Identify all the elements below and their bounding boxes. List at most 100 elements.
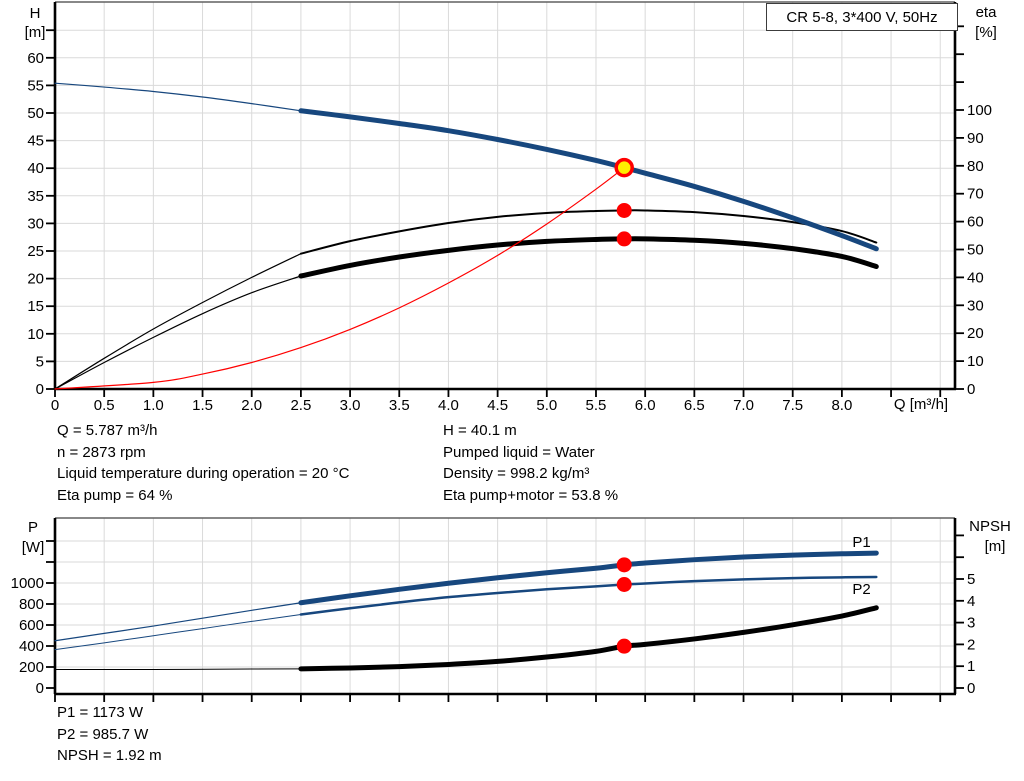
info-head: H = 40.1 m <box>443 422 517 439</box>
npsh-axis-unit: [m] <box>985 538 1006 555</box>
left-axis-tick-label: 40 <box>27 160 44 177</box>
eta-pump-point-marker <box>616 202 632 218</box>
eta-axis-unit: [%] <box>975 24 997 41</box>
curve-system-curve <box>54 167 625 390</box>
left-axis-tick-label: 800 <box>19 596 44 613</box>
right-axis-tick-label: 90 <box>967 130 984 147</box>
right-axis-tick-label: 10 <box>967 353 984 370</box>
duty-point-info: Q = 5.787 m³/h n = 2873 rpm Liquid tempe… <box>57 420 349 506</box>
power-axis-title: P <box>28 519 38 536</box>
left-axis-tick-label: 400 <box>19 638 44 655</box>
duty-point-marker[interactable] <box>614 157 634 178</box>
curve-npsh-curve <box>298 605 879 672</box>
pump-title-text: CR 5-8, 3*400 V, 50Hz <box>786 8 938 26</box>
curve-npsh-low-flow <box>54 668 302 671</box>
curve-label-p2: P2 <box>852 581 870 598</box>
info-density: Density = 998.2 kg/m³ <box>443 465 590 482</box>
x-axis-tick-label: 6.0 <box>635 397 656 414</box>
x-axis-tick-label: 0.5 <box>94 397 115 414</box>
x-axis-tick-label: 7.5 <box>782 397 803 414</box>
info-p1: P1 = 1173 W <box>57 704 144 721</box>
hq-eta-chart: 0 5 10 15 20 25 30 35 40 45 50 55 60 0 10 20 30 40 50 60 70 8… <box>27 1 992 414</box>
curve-p2-low-flow <box>54 614 302 651</box>
curve-eta-pump-low-flow <box>54 253 302 390</box>
right-axis-tick-label: 60 <box>967 214 984 231</box>
left-axis-tick-label: 15 <box>27 298 44 315</box>
right-axis-tick-label: 1 <box>967 658 975 675</box>
info-speed: n = 2873 rpm <box>57 443 146 461</box>
p1-point-marker <box>616 557 632 573</box>
liquid-info: H = 40.1 m Pumped liquid = Water Density… <box>443 420 618 506</box>
right-axis-tick-label: 20 <box>967 325 984 342</box>
left-axis-tick-label: 50 <box>27 105 44 122</box>
x-axis-tick-label: 4.0 <box>438 397 459 414</box>
p2-point-marker <box>616 577 632 593</box>
curve-head-curve <box>298 108 879 252</box>
left-axis-tick-label: 55 <box>27 77 44 94</box>
head-axis-title: H <box>30 5 41 22</box>
x-axis-tick-label: 7.0 <box>733 397 754 414</box>
eta-axis-title: eta <box>976 4 998 21</box>
right-axis-tick-label: 3 <box>967 615 975 632</box>
right-axis-tick-label: 100 <box>967 102 992 119</box>
x-axis-tick-label: 6.5 <box>684 397 705 414</box>
power-npsh-info: P1 = 1173 W P2 = 985.7 W NPSH = 1.92 m <box>57 702 162 767</box>
x-axis-tick-label: 5.0 <box>536 397 557 414</box>
left-axis-tick-label: 45 <box>27 133 44 150</box>
x-axis-tick-label: 2.5 <box>290 397 311 414</box>
left-axis-tick-label: 35 <box>27 188 44 205</box>
x-axis-tick-label: 1.0 <box>143 397 164 414</box>
right-axis-tick-label: 40 <box>967 269 984 286</box>
left-axis-tick-label: 1000 <box>11 575 44 592</box>
right-axis-tick-label: 4 <box>967 593 975 610</box>
curve-p2-curve <box>299 575 878 616</box>
info-flow: Q = 5.787 m³/h <box>57 422 158 439</box>
info-p2: P2 = 985.7 W <box>57 725 149 743</box>
power-axis-unit: [W] <box>22 539 45 556</box>
left-axis-tick-label: 0 <box>36 381 44 398</box>
curve-p1-curve <box>298 550 879 606</box>
x-axis-tick-label: 2.0 <box>241 397 262 414</box>
curve-head-curve-low-flow <box>54 82 302 112</box>
x-axis-tick-label: 1.5 <box>192 397 213 414</box>
pump-title-box: CR 5-8, 3*400 V, 50Hz <box>766 3 958 31</box>
x-axis-tick-label: 4.5 <box>487 397 508 414</box>
left-axis-tick-label: 30 <box>27 215 44 232</box>
curve-label-p1: P1 <box>852 534 870 551</box>
x-axis-tick-label: 5.5 <box>586 397 607 414</box>
right-axis-tick-label: 50 <box>967 242 984 259</box>
left-axis-tick-label: 600 <box>19 617 44 634</box>
npsh-axis-title: NPSH <box>969 518 1011 535</box>
left-axis-tick-label: 10 <box>27 326 44 343</box>
curve-eta-pump-motor-low-flow <box>54 275 302 390</box>
info-npsh: NPSH = 1.92 m <box>57 747 162 764</box>
npsh-point-marker <box>616 638 632 654</box>
head-axis-unit: [m] <box>25 24 46 41</box>
info-eta-pump: Eta pump = 64 % <box>57 486 173 504</box>
right-axis-tick-label: 0 <box>967 680 975 697</box>
x-axis-tick-label: 3.0 <box>340 397 361 414</box>
x-axis-tick-label: 0 <box>51 397 59 414</box>
info-eta-pump-motor: Eta pump+motor = 53.8 % <box>443 486 619 504</box>
right-axis-tick-label: 80 <box>967 158 984 175</box>
left-axis-tick-label: 60 <box>27 50 44 67</box>
right-axis-tick-label: 70 <box>967 186 984 203</box>
right-axis-tick-label: 2 <box>967 636 975 653</box>
curve-p1-low-flow <box>54 602 302 642</box>
eta-pump-motor-point-marker <box>616 231 632 247</box>
x-axis-tick-label: 8.0 <box>831 397 852 414</box>
curve-eta-pump-curve <box>299 209 878 255</box>
right-axis-tick-label: 30 <box>967 297 984 314</box>
right-axis-tick-label: 5 <box>967 571 975 588</box>
left-axis-tick-label: 200 <box>19 659 44 676</box>
right-axis-tick-label: 0 <box>967 381 975 398</box>
info-pumped-liquid: Pumped liquid = Water <box>443 443 595 461</box>
x-axis-tick-label: 3.5 <box>389 397 410 414</box>
info-liquid-temperature: Liquid temperature during operation = 20… <box>57 465 350 482</box>
left-axis-tick-label: 5 <box>36 353 44 370</box>
curve-eta-pump-motor-curve <box>298 236 879 279</box>
power-npsh-chart: 0 200 400 600 800 1000 0 1 2 3 4 5 P1 P2 <box>11 517 975 702</box>
flow-axis-title: Q [m³/h] <box>894 396 948 413</box>
